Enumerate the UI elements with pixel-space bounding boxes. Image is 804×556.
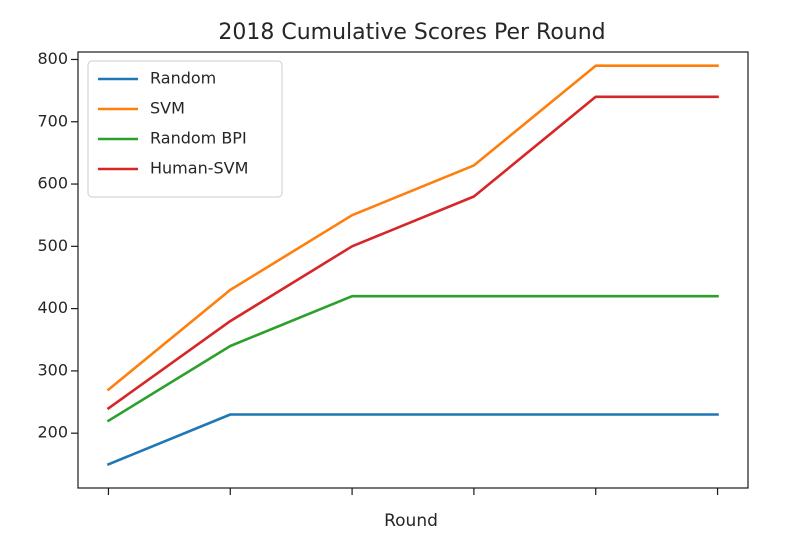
- series-line-random-bpi: [106, 294, 719, 423]
- y-tick-label: 200: [37, 423, 68, 442]
- legend-label-random: Random: [150, 69, 216, 88]
- legend: Random SVM Random BPI Human-SVM: [87, 60, 283, 198]
- y-tick-label: 600: [37, 174, 68, 193]
- plot-area: 200 300 400 500 600 700 800: [37, 49, 749, 495]
- x-axis-label: Round: [384, 511, 438, 531]
- series-line-svm: [106, 64, 719, 392]
- series-line-human-svm: [106, 95, 719, 411]
- legend-label-human-svm: Human-SVM: [150, 159, 248, 178]
- y-tick-label: 800: [37, 49, 68, 68]
- legend-box: [87, 60, 283, 198]
- axes-frame: [77, 51, 749, 489]
- y-tick-label: 500: [37, 236, 68, 255]
- legend-label-random-bpi: Random BPI: [150, 129, 247, 148]
- y-tick-label: 400: [37, 298, 68, 317]
- legend-label-svm: SVM: [150, 99, 185, 118]
- y-tick-label: 700: [37, 111, 68, 130]
- chart-title: 2018 Cumulative Scores Per Round: [218, 20, 605, 45]
- series-line-random: [106, 413, 719, 466]
- y-tick-label: 300: [37, 360, 68, 379]
